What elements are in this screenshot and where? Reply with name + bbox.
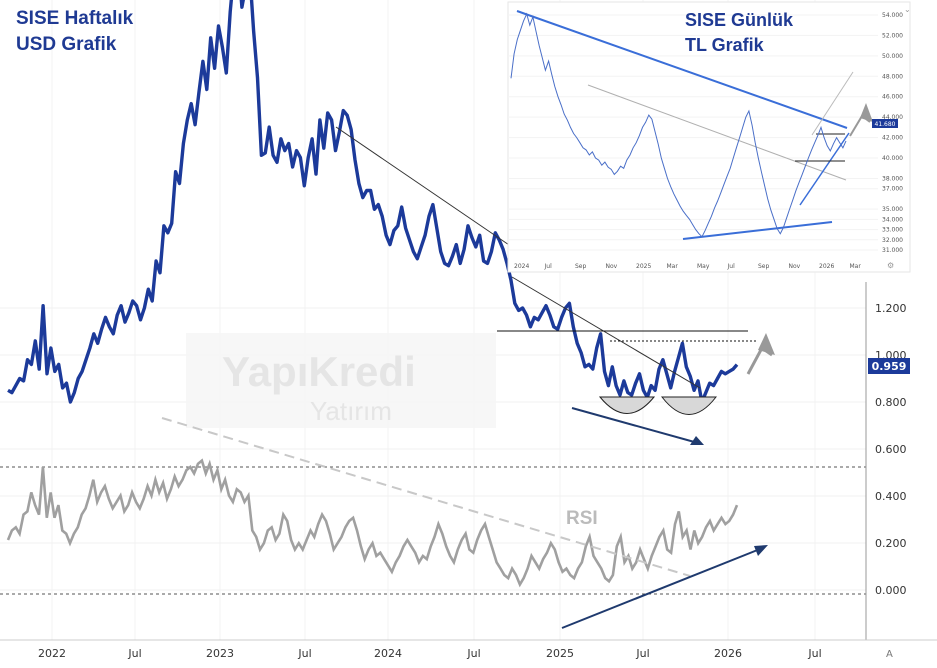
inset-y-tick-37.000: 37.000 (882, 186, 903, 193)
price-up-arrow-head (758, 333, 775, 355)
inset-y-tick-31.000: 31.000 (882, 247, 903, 254)
inset-title-line1: SISE Günlük (685, 10, 794, 30)
inset-y-tick-35.000: 35.000 (882, 206, 903, 213)
rsi-up-arrow-line (561, 548, 761, 629)
inset-y-tick-33.000: 33.000 (882, 227, 903, 234)
inset-y-tick-52.000: 52.000 (882, 32, 903, 39)
price-series-line (7, 0, 739, 404)
inset-y-tick-46.000: 46.000 (882, 94, 903, 101)
inset-x-tick-2: Sep (575, 263, 587, 270)
inset-x-tick-1: Jul (544, 263, 553, 270)
inset-x-tick-3: Nov (606, 263, 618, 270)
inset-title-line2: TL Grafik (685, 35, 764, 55)
inset-price-badge (872, 119, 898, 128)
current-price-badge (868, 358, 910, 374)
x-tick-jul-3: Jul (297, 647, 311, 660)
inset-background (507, 1, 911, 273)
x-tick-2025-6: 2025 (546, 647, 574, 660)
inset-x-ticks: 2024 Jul Sep Nov 2025 Mar May Jul Sep Nov 2026 Mar (514, 263, 861, 270)
inset-collapse-icon[interactable]: ⌄ (904, 5, 911, 14)
inset-y-tick-54.000: 54.000 (882, 12, 903, 19)
cup-shape-right (660, 396, 718, 415)
x-tick-2022-0: 2022 (38, 647, 66, 660)
inset-y-tick-34.000: 34.000 (882, 216, 903, 223)
inset-x-tick-4: 2025 (636, 263, 651, 270)
cup-shape-left (598, 396, 656, 414)
x-tick-jul-1: Jul (127, 647, 141, 660)
inset-resistance-trend (516, 10, 848, 129)
inset-y-tick-44.000: 44.000 (882, 114, 903, 121)
x-tick-2023-2: 2023 (206, 647, 234, 660)
down-arrow-head (690, 436, 704, 445)
inset-x-tick-10: 2026 (819, 263, 834, 270)
inset-chart: 41.680 54.000 52.000 50.000 48.000 46.000 44.… (507, 1, 911, 273)
inset-x-tick-0: 2024 (514, 263, 529, 270)
inset-up-arrow-head (860, 103, 873, 122)
inset-y-tick-42.000: 42.000 (882, 135, 903, 142)
rsi-series-line (6, 458, 739, 588)
inset-chart-title: SISE Günlük TL Grafik (685, 8, 793, 58)
inset-y-tick-50.000: 50.000 (882, 53, 903, 60)
main-title-line2: USD Grafik (16, 34, 117, 55)
inset-x-tick-9: Nov (789, 263, 801, 270)
x-tick-2024-4: 2024 (374, 647, 402, 660)
inset-y-tick-38.000: 38.000 (882, 175, 903, 182)
watermark: YapıKredi Yatırım (186, 333, 496, 428)
auto-scale-button[interactable]: A (886, 649, 893, 660)
watermark-box (186, 333, 496, 428)
x-tick-jul-7: Jul (635, 647, 649, 660)
inset-y-tick-32.000: 32.000 (882, 237, 903, 244)
x-tick-2026-8: 2026 (714, 647, 742, 660)
inset-x-tick-11: Mar (850, 263, 862, 270)
inset-y-tick-48.000: 48.000 (882, 73, 903, 80)
inset-y-ticks: 54.000 52.000 50.000 48.000 46.000 44.000 42.0… (882, 12, 903, 254)
y-tick-0.200: 0.200 (875, 537, 907, 550)
y-tick-0.600: 0.600 (875, 443, 907, 456)
inset-gridlines (508, 14, 878, 251)
y-tick-0.400: 0.400 (875, 490, 907, 503)
y-tick-0.800: 0.800 (875, 396, 907, 409)
rsi-trendline-down (161, 417, 691, 577)
inset-x-tick-5: Mar (667, 263, 679, 270)
main-chart-title: SISE Haftalık USD Grafik (16, 6, 133, 58)
watermark-sub: Yatırım (310, 396, 392, 426)
y-tick-1.200: 1.200 (875, 302, 907, 315)
inset-x-tick-6: May (697, 263, 710, 270)
inset-y-tick-40.000: 40.000 (882, 155, 903, 162)
rsi-up-arrow-head (754, 545, 768, 556)
inset-price-label: 41.680 (875, 121, 896, 128)
inset-x-tick-8: Sep (758, 263, 770, 270)
inset-x-tick-7: Jul (727, 263, 736, 270)
x-axis-ticks: 2022 Jul 2023 Jul 2024 Jul 2025 Jul 2026 Jul (38, 647, 822, 660)
rsi-label: RSI (566, 508, 598, 529)
price-trendline-1 (335, 126, 513, 248)
inset-mid-trend (587, 84, 847, 181)
x-tick-jul-9: Jul (807, 647, 821, 660)
price-trendline-2 (511, 276, 701, 389)
inset-price-line (510, 12, 847, 238)
inset-settings-icon[interactable]: ⚙ (887, 261, 894, 270)
inset-channel-upper (811, 71, 854, 136)
current-price-label: 0.959 (872, 360, 907, 373)
down-arrow-line (571, 407, 699, 444)
inset-support-trend (682, 221, 833, 240)
x-tick-jul-5: Jul (466, 647, 480, 660)
y-tick-0.000: 0.000 (875, 584, 907, 597)
watermark-brand: YapıKredi (222, 348, 416, 395)
main-title-line1: SISE Haftalık (16, 8, 134, 29)
